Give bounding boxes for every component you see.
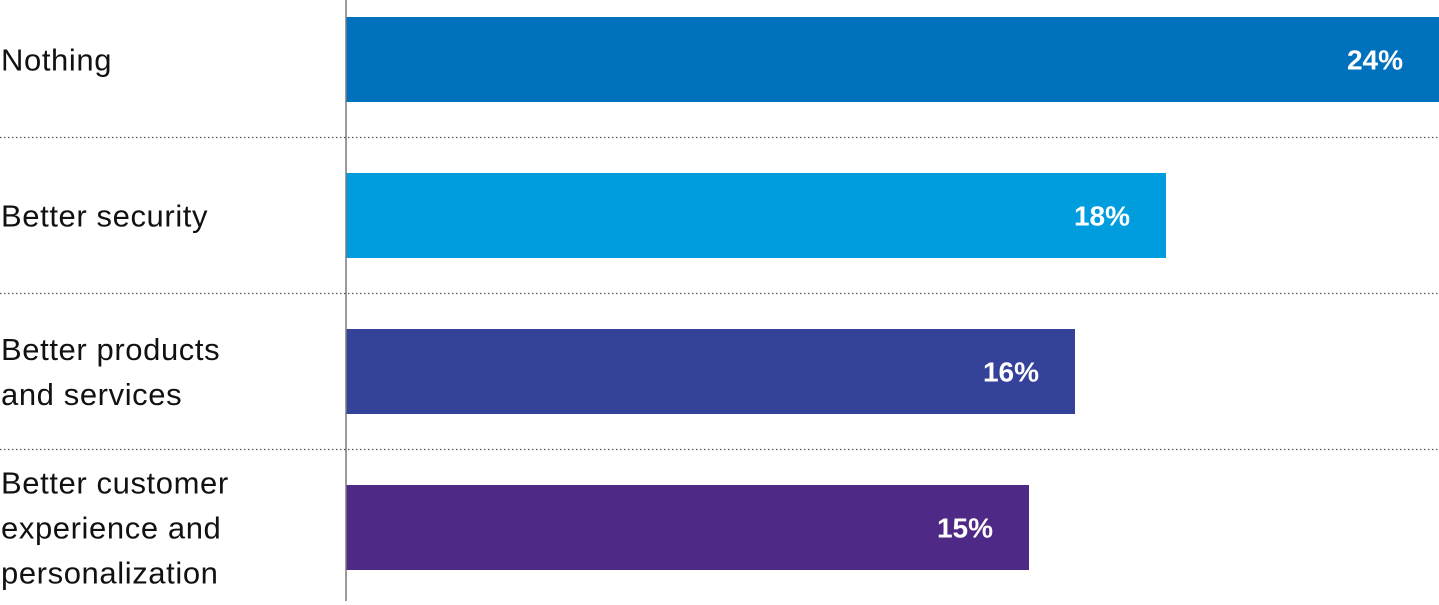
bar: [346, 329, 1075, 414]
category-label: Better security: [1, 199, 208, 234]
bar: [346, 485, 1029, 570]
value-labels: 24% 18% 16% 15%: [937, 45, 1403, 544]
category-label: Better products and services: [1, 332, 220, 412]
category-label: Better customer experience and personaliza…: [1, 466, 229, 591]
bar-value-label: 15%: [937, 513, 993, 544]
bar: [346, 17, 1439, 102]
category-label: Nothing: [1, 43, 112, 78]
bar-value-label: 24%: [1347, 45, 1403, 76]
bar: [346, 173, 1166, 258]
category-labels: Nothing Better security Better products and…: [1, 43, 229, 591]
bars-group: [346, 17, 1439, 570]
bar-value-label: 16%: [983, 357, 1039, 388]
bar-value-label: 18%: [1074, 201, 1130, 232]
